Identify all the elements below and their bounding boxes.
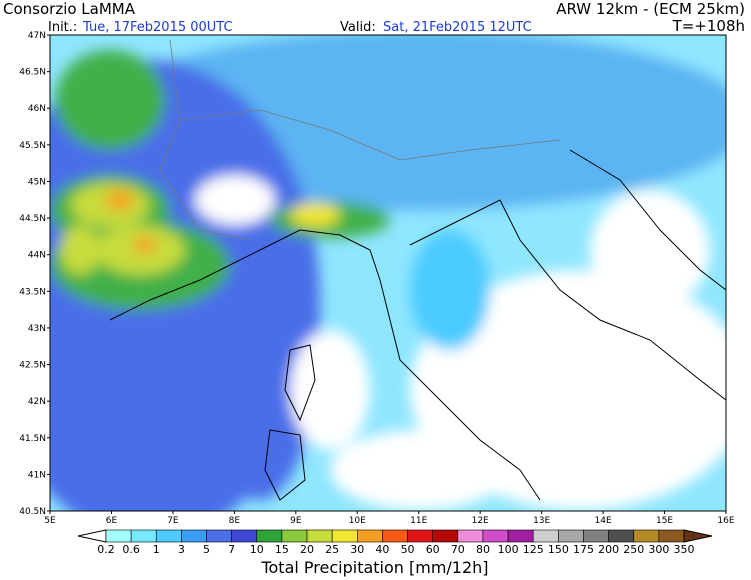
lat-label: 45.5N [19, 141, 46, 151]
lat-label: 43N [28, 324, 46, 334]
borders [159, 39, 561, 241]
colorbar-label: 7 [228, 543, 235, 556]
colorbar-label: 40 [375, 543, 389, 556]
title: Consorzio LaMMA [3, 0, 136, 18]
init-time: Tue, 17Feb2015 00UTC [82, 20, 233, 35]
colorbar-label: 80 [476, 543, 490, 556]
colorbar-label: 30 [350, 543, 364, 556]
lat-label: 46N [28, 104, 46, 114]
lat-label: 41.5N [19, 434, 46, 444]
colorbar-label: 250 [623, 543, 644, 556]
colorbar-box [558, 529, 584, 543]
lat-label: 40.5N [19, 507, 46, 517]
lon-label: 16E [717, 516, 734, 526]
colorbar-title: Total Precipitation [mm/12h] [260, 558, 488, 577]
colorbar-label: 20 [300, 543, 314, 556]
colorbar-box [281, 529, 308, 543]
colorbar-label: 0.2 [97, 543, 115, 556]
lat-label: 44.5N [19, 214, 46, 224]
colorbar-box [507, 529, 534, 543]
colorbar-box [256, 529, 283, 543]
colorbar-label: 175 [573, 543, 594, 556]
colorbar-box [206, 529, 232, 543]
lat-label: 46.5N [19, 68, 46, 78]
colorbar-low [77, 529, 107, 543]
colorbar-box [181, 529, 207, 543]
lon-label: 12E [472, 516, 489, 526]
colorbar-box [583, 529, 609, 543]
colorbar-label: 50 [401, 543, 415, 556]
colorbar-box [130, 529, 157, 543]
colorbar-box [407, 529, 433, 543]
lat-label: 43.5N [19, 287, 46, 297]
lat-label: 42.5N [19, 361, 46, 371]
lat-label: 44N [28, 251, 46, 261]
map-frame [49, 34, 727, 512]
colorbar-box [155, 529, 182, 543]
lead-time: T=+108h [672, 17, 745, 35]
lon-label: 5E [44, 516, 56, 526]
colorbar-label: 15 [275, 543, 289, 556]
colorbar-box [457, 529, 484, 543]
colorbar-box [357, 529, 383, 543]
lon-label: 6E [106, 516, 118, 526]
colorbar-box [633, 529, 660, 543]
colorbar-box [105, 529, 132, 543]
colorbar-box [532, 529, 559, 543]
colorbar-label: 25 [325, 543, 339, 556]
lon-label: 14E [595, 516, 612, 526]
init-label: Init.: [48, 20, 77, 35]
colorbar-label: 125 [523, 543, 544, 556]
lon-label: 15E [656, 516, 673, 526]
colorbar-label: 100 [498, 543, 519, 556]
colorbar-box [608, 529, 635, 543]
colorbar-label: 0.6 [122, 543, 140, 556]
lat-label: 41N [28, 470, 46, 480]
colorbar-label: 200 [598, 543, 619, 556]
colorbar-box [231, 529, 258, 543]
colorbar-label: 150 [548, 543, 569, 556]
valid-label: Valid: [340, 20, 376, 35]
colorbar-label: 5 [203, 543, 210, 556]
colorbar-box [382, 529, 408, 543]
lon-label: 10E [349, 516, 366, 526]
model: ARW 12km - (ECM 25km) [556, 0, 745, 18]
lon-label: 7E [167, 516, 179, 526]
colorbar-box [658, 529, 685, 543]
lat-label: 45N [28, 177, 46, 187]
valid-time: Sat, 21Feb2015 12UTC [383, 20, 532, 35]
lon-label: 13E [533, 516, 550, 526]
colorbar-label: 350 [674, 543, 695, 556]
lat-label: 42N [28, 397, 46, 407]
colorbar-label: 3 [178, 543, 185, 556]
lon-label: 9E [290, 516, 302, 526]
colorbar-box [432, 529, 459, 543]
coastlines [109, 149, 726, 501]
colorbar-label: 60 [426, 543, 440, 556]
lat-label: 47N [28, 31, 46, 41]
lon-label: 8E [229, 516, 241, 526]
colorbar-box [331, 529, 358, 543]
colorbar-box [482, 529, 509, 543]
colorbar-label: 1 [153, 543, 160, 556]
colorbar-box [306, 529, 333, 543]
colorbar-label: 70 [451, 543, 465, 556]
lon-label: 11E [410, 516, 427, 526]
colorbar-label: 10 [250, 543, 264, 556]
colorbar-label: 300 [648, 543, 669, 556]
colorbar-high [683, 529, 713, 543]
precip-field [50, 35, 726, 511]
